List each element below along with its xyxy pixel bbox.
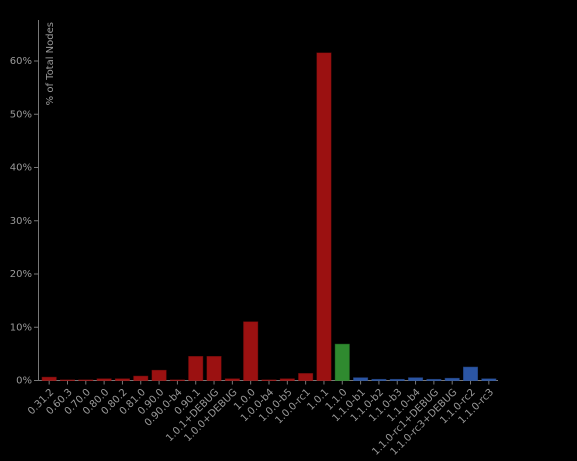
bar <box>426 378 442 381</box>
y-axis-label: % of Total Nodes <box>45 22 56 105</box>
y-tick-label: 30% <box>10 216 32 227</box>
bar <box>133 375 149 381</box>
bar <box>169 379 185 381</box>
bar <box>408 377 424 382</box>
bar <box>371 378 387 381</box>
y-tick-label: 60% <box>10 56 32 67</box>
y-tick-label: 0% <box>16 376 32 387</box>
bar <box>114 378 130 381</box>
bar <box>188 356 204 381</box>
y-tick-label: 40% <box>10 163 32 174</box>
bar <box>96 378 112 381</box>
bar <box>279 378 295 381</box>
bar <box>59 379 75 381</box>
bar <box>334 343 350 381</box>
bar <box>481 378 497 381</box>
bar <box>41 376 57 382</box>
bar <box>298 373 314 381</box>
bar <box>206 356 222 381</box>
bar <box>444 377 460 382</box>
bar <box>224 378 240 381</box>
y-tick-label: 50% <box>10 109 32 120</box>
bar <box>353 377 369 382</box>
y-tick-label: 20% <box>10 269 32 280</box>
bar <box>261 379 277 381</box>
bar <box>316 52 332 381</box>
bar <box>389 378 405 381</box>
bar <box>78 379 94 381</box>
bar <box>243 321 259 382</box>
bar <box>463 366 479 381</box>
bar <box>151 369 167 381</box>
y-tick-label: 10% <box>10 322 32 333</box>
